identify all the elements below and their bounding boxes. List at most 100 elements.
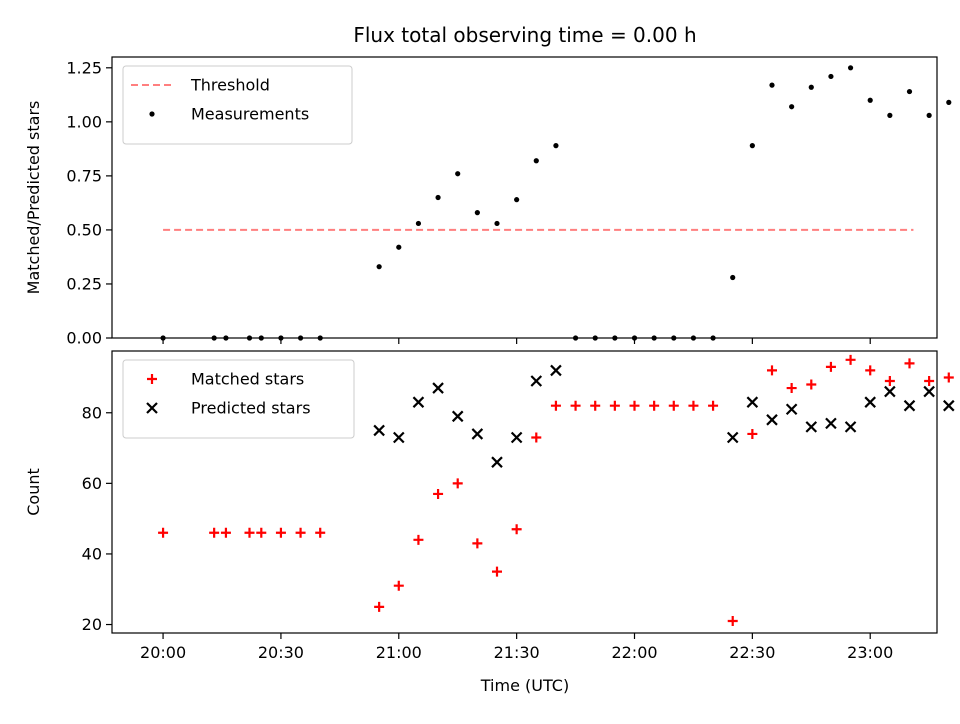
panel-2-plus-point	[275, 527, 286, 538]
panel-1-legend-box	[122, 65, 353, 145]
panel-2-legend-box	[122, 359, 355, 439]
x-tick-label: 20:30	[258, 643, 304, 662]
panel-2-plus-point	[767, 365, 777, 376]
panel-1-legend: Threshold Measurements	[122, 65, 353, 145]
panel-2-legend-label: Matched stars	[191, 370, 304, 389]
panel-1-y-tick-label: 0.50	[66, 220, 102, 239]
panel-2-plus-point	[845, 354, 856, 365]
x-tick-label: 20:00	[140, 643, 186, 662]
panel-1-y-tick-label: 0.25	[66, 274, 102, 293]
panel-2-x-point	[805, 421, 818, 433]
x-tick-label: 21:30	[494, 643, 540, 662]
panel-1-y-tick-label: 1.00	[66, 112, 102, 131]
panel-2-plus-point	[590, 400, 601, 411]
panel-1-dot-point	[887, 112, 893, 118]
panel-2-plus-point	[865, 365, 876, 376]
panel-1-dot-point	[906, 88, 913, 95]
panel-1-dot-point	[455, 171, 461, 177]
panel-1-y-tick-label: 1.25	[66, 58, 102, 77]
panel-1-dot-point	[435, 194, 441, 201]
panel-2-x-point	[746, 396, 759, 408]
panel-2-x-point	[884, 385, 896, 398]
panel-2-plus-point	[220, 527, 231, 538]
panel-2-plus-point	[629, 400, 640, 411]
panel-1-y-axis-title: Matched/Predicted stars	[24, 101, 43, 295]
panel-2-plus-point	[806, 379, 817, 390]
panel-2-x-point	[393, 431, 405, 444]
panel-2-plus-point	[295, 527, 306, 538]
panel-2-series-2	[373, 364, 955, 468]
panel-1-dot-point	[494, 220, 500, 227]
panel-2-x-point	[550, 364, 562, 377]
panel-2-x-point	[471, 428, 484, 440]
panel-2-x-point	[510, 431, 523, 444]
panel-2-axes-frame	[111, 350, 938, 634]
panel-2-plus-point	[209, 527, 220, 538]
panel-2-plus-point	[884, 376, 895, 386]
panel-1-dot-point	[533, 158, 539, 164]
panel-1-dot-point	[867, 97, 873, 103]
panel-1-dot-point	[396, 244, 402, 250]
panel-2-y-tick-label: 40	[82, 544, 102, 563]
panel-2-y-tick-label: 20	[82, 615, 102, 634]
panel-2-plus-point	[786, 383, 797, 394]
panel-2-plus-point	[668, 400, 679, 411]
panel-2-plus-point	[315, 527, 326, 538]
panel-2-plus-point	[374, 601, 385, 612]
panel-1-dot-point	[926, 112, 932, 118]
panel-2-plus-point	[609, 400, 620, 411]
panel-2-plus-point	[727, 616, 738, 626]
panel-2-x-point	[903, 399, 916, 412]
panel-1-dot-point	[415, 220, 422, 227]
panel-1-dot-point	[789, 104, 795, 110]
panel-2-x-point	[451, 410, 464, 423]
panel-2-x-point	[844, 421, 857, 433]
panel-2-plus-point	[452, 478, 463, 489]
panel-2-x-point	[373, 424, 385, 437]
x-tick-label: 22:30	[729, 643, 775, 662]
panel-2-plus-point	[550, 400, 561, 411]
panel-2-x-point	[825, 417, 837, 430]
panel-2-plus-point	[649, 400, 660, 411]
panel-2-x-point	[943, 399, 955, 412]
x-axis-title: Time (UTC)	[480, 676, 569, 695]
panel-1-dot-point	[808, 84, 814, 90]
panel-1-dot-point	[376, 264, 382, 270]
panel-2-x-point	[412, 396, 425, 408]
panel-2-plus-point	[393, 580, 404, 591]
panel-1-dot-point	[514, 197, 520, 203]
panel-2-plus-point	[688, 400, 699, 411]
panel-1-legend-label: Measurements	[191, 105, 309, 124]
panel-2-y-tick-label: 80	[82, 403, 102, 422]
panel-2-plus-point	[943, 372, 954, 383]
panel-2-plus-point	[531, 432, 542, 443]
panel-2-x-point	[726, 431, 739, 444]
panel-2-plus-point	[747, 428, 758, 439]
panel-1-legend-marker-swatch	[149, 111, 155, 117]
panel-2-x-point	[530, 375, 543, 387]
panel-2-plus-point	[570, 400, 581, 411]
panel-2-y-axis-title: Count	[24, 468, 43, 516]
panel-2-plus-point	[708, 400, 719, 411]
panel-2-x-point	[923, 385, 935, 398]
panel-2-legend-label: Predicted stars	[191, 399, 311, 418]
panel-2-series-1	[158, 354, 954, 626]
panel-1-dot-point	[474, 210, 480, 216]
panel-2-plus-point	[433, 488, 444, 499]
panel-2-plus-point	[158, 527, 169, 538]
x-tick-label: 22:00	[611, 643, 657, 662]
panel-2-x-point	[766, 414, 778, 426]
panel-2-plus-point	[492, 566, 502, 577]
panel-1-dot-point	[847, 65, 854, 71]
panel-2-y-tick-label: 60	[82, 474, 102, 493]
panel-2-plus-point	[511, 524, 522, 535]
panel-1-dot-point	[828, 73, 834, 80]
panel-1-axes-frame	[111, 56, 938, 339]
panel-1-y-tick-label: 0.00	[66, 329, 102, 348]
panel-2-x-point	[864, 396, 876, 408]
panel-1-dot-point	[730, 274, 736, 281]
panel-2-plus-point	[256, 527, 267, 538]
panel-2-legend-marker-swatch	[147, 374, 157, 384]
panel-2-plus-point	[472, 538, 483, 549]
